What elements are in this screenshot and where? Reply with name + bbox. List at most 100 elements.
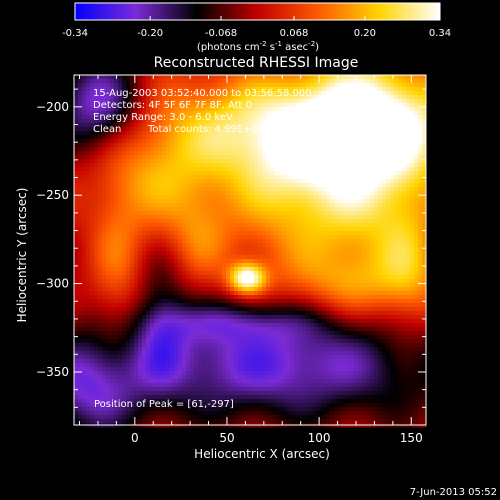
heatmap-cell <box>166 131 171 136</box>
heatmap-cell <box>142 159 147 164</box>
heatmap-cell <box>326 127 331 132</box>
heatmap-cell <box>414 151 419 156</box>
heatmap-cell <box>406 163 411 168</box>
heatmap-cell <box>414 203 419 208</box>
heatmap-cell <box>90 179 95 184</box>
heatmap-cell <box>82 75 87 80</box>
heatmap-cell <box>366 151 371 156</box>
heatmap-cell <box>142 155 147 160</box>
heatmap-cell <box>86 103 91 108</box>
heatmap-cell <box>298 103 303 108</box>
heatmap-cell <box>310 135 315 140</box>
heatmap-cell <box>210 239 215 244</box>
heatmap-cell <box>186 115 191 120</box>
heatmap-cell <box>278 263 283 268</box>
heatmap-cell <box>422 151 427 156</box>
heatmap-cell <box>118 223 123 228</box>
heatmap-cell <box>158 183 163 188</box>
heatmap-cell <box>154 279 159 284</box>
heatmap-cell <box>406 243 411 248</box>
heatmap-cell <box>170 219 175 224</box>
heatmap-cell <box>86 171 91 176</box>
heatmap-cell <box>242 203 247 208</box>
heatmap-cell <box>278 183 283 188</box>
heatmap-cell <box>190 271 195 276</box>
heatmap-cell <box>330 127 335 132</box>
heatmap-cell <box>402 203 407 208</box>
heatmap-cell <box>170 111 175 116</box>
heatmap-cell <box>154 199 159 204</box>
heatmap-cell <box>142 231 147 236</box>
heatmap-cell <box>410 131 415 136</box>
heatmap-cell <box>354 191 359 196</box>
heatmap-cell <box>398 263 403 268</box>
heatmap-cell <box>150 271 155 276</box>
heatmap-cell <box>102 79 107 84</box>
heatmap-cell <box>82 171 87 176</box>
heatmap-cell <box>122 111 127 116</box>
heatmap-cell <box>186 259 191 264</box>
heatmap-cell <box>374 183 379 188</box>
heatmap-cell <box>106 199 111 204</box>
heatmap-cell <box>350 187 355 192</box>
heatmap-cell <box>218 103 223 108</box>
heatmap-cell <box>94 179 99 184</box>
heatmap-cell <box>402 279 407 284</box>
heatmap-cell <box>118 211 123 216</box>
heatmap-cell <box>382 271 387 276</box>
heatmap-cell <box>146 263 151 268</box>
heatmap-cell <box>110 119 115 124</box>
heatmap-cell <box>334 267 339 272</box>
heatmap-cell <box>258 135 263 140</box>
heatmap-cell <box>102 239 107 244</box>
heatmap-cell <box>190 219 195 224</box>
heatmap-cell <box>206 147 211 152</box>
heatmap-cell <box>78 83 83 88</box>
heatmap-cell <box>422 195 427 200</box>
heatmap-cell <box>146 215 151 220</box>
heatmap-cell <box>142 99 147 104</box>
heatmap-cell <box>146 147 151 152</box>
heatmap-cell <box>406 259 411 264</box>
heatmap-cell <box>402 83 407 88</box>
heatmap-cell <box>86 95 91 100</box>
heatmap-cell <box>354 243 359 248</box>
heatmap-cell <box>186 219 191 224</box>
heatmap-cell <box>134 203 139 208</box>
heatmap-cell <box>166 147 171 152</box>
heatmap-cell <box>290 107 295 112</box>
heatmap-cell <box>398 187 403 192</box>
heatmap-cell <box>422 251 427 256</box>
heatmap-cell <box>90 123 95 128</box>
heatmap-cell <box>194 251 199 256</box>
heatmap-cell <box>290 79 295 84</box>
heatmap-cell <box>226 211 231 216</box>
heatmap-cell <box>94 147 99 152</box>
heatmap-cell <box>326 155 331 160</box>
heatmap-cell <box>258 143 263 148</box>
colorbar-tick-label: 0.20 <box>354 28 376 39</box>
heatmap-cell <box>350 267 355 272</box>
heatmap-cell <box>110 179 115 184</box>
heatmap-cell <box>114 107 119 112</box>
heatmap-cell <box>406 255 411 260</box>
heatmap-cell <box>330 115 335 120</box>
heatmap-cell <box>166 183 171 188</box>
heatmap-cell <box>386 123 391 128</box>
heatmap-cell <box>362 171 367 176</box>
heatmap-cell <box>314 159 319 164</box>
heatmap-cell <box>154 263 159 268</box>
heatmap-cell <box>182 243 187 248</box>
heatmap-cell <box>186 187 191 192</box>
heatmap-cell <box>230 167 235 172</box>
heatmap-cell <box>250 107 255 112</box>
heatmap-cell <box>378 287 383 292</box>
heatmap-cell <box>106 239 111 244</box>
heatmap-cell <box>370 295 375 300</box>
heatmap-cell <box>350 155 355 160</box>
heatmap-cell <box>198 247 203 252</box>
heatmap-cell <box>154 247 159 252</box>
heatmap-cell <box>166 251 171 256</box>
heatmap-cell <box>370 191 375 196</box>
heatmap-cell <box>214 267 219 272</box>
